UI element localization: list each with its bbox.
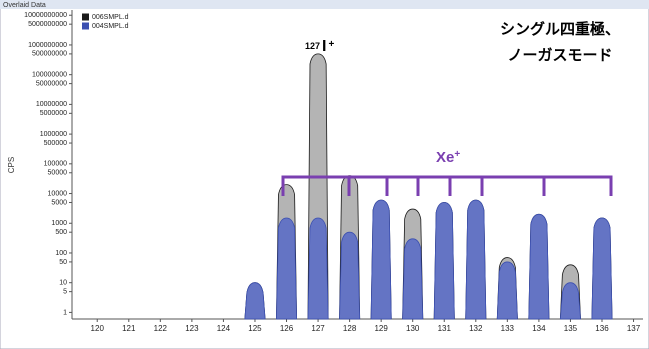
x-tick-label: 136 — [595, 324, 609, 333]
x-tick-label: 134 — [532, 324, 546, 333]
element: Xe — [436, 149, 454, 166]
annotation: シングル四重極、 — [500, 20, 620, 38]
y-tick-label: 5000000 — [40, 110, 67, 117]
x-tick-label: 127 — [311, 324, 325, 333]
peak — [370, 199, 392, 320]
peak — [433, 202, 455, 320]
y-tick-label: 10000000 — [36, 101, 67, 108]
y-tick-label: 50000000 — [36, 80, 67, 87]
legend-swatch — [82, 13, 89, 21]
element: I — [322, 38, 326, 55]
x-tick-label: 128 — [343, 324, 357, 333]
iodine-label: 127 I + — [305, 38, 334, 55]
x-tick-label: 120 — [91, 324, 105, 333]
y-tick-label: 50 — [59, 259, 67, 266]
x-tick-label: 135 — [564, 324, 578, 333]
y-tick-label: 1000000000 — [28, 42, 67, 49]
x-tick-label: 132 — [469, 324, 483, 333]
y-tick-label: 5000000000 — [28, 21, 67, 28]
y-tick-label: 10000 — [48, 190, 68, 197]
y-tick-label: 1 — [63, 309, 67, 316]
peak — [591, 217, 613, 320]
x-tick-label: 121 — [122, 324, 136, 333]
plot: 1 510 50 100 500 1000 5000 10000 50000 100000 5000… — [24, 10, 643, 333]
legend-swatch — [82, 22, 89, 30]
peak — [307, 217, 329, 320]
x-tick-label: 137 — [627, 324, 641, 333]
y-tick-label: 10 — [59, 280, 67, 287]
x-tick-label: 129 — [374, 324, 388, 333]
xenon-label: Xe+ — [436, 149, 460, 166]
legend-label: 004SMPL.d — [92, 23, 129, 30]
window-title: Overlaid Data — [3, 2, 46, 9]
peak — [559, 282, 581, 320]
y-tick-label: 500000 — [44, 140, 67, 147]
y-tick-label: 100 — [55, 250, 67, 257]
x-tick-label: 131 — [438, 324, 452, 333]
y-axis-title: CPS — [7, 157, 16, 173]
y-tick-label: 1000000 — [40, 131, 67, 138]
peak — [496, 261, 518, 320]
peak — [402, 238, 424, 320]
title-bar — [0, 0, 649, 9]
y-tick-label: 1000 — [51, 220, 67, 227]
annotation: ノーガスモード — [507, 47, 612, 64]
legend: 006SMPL.d 004SMPL.d — [82, 13, 129, 30]
charge: + — [328, 39, 334, 50]
y-tick-label: 10000000000 — [24, 12, 67, 19]
bracket — [281, 175, 613, 196]
charge: + — [454, 149, 460, 160]
legend-label: 006SMPL.d — [92, 14, 129, 21]
xenon-bracket — [281, 175, 613, 196]
x-tick-label: 125 — [248, 324, 262, 333]
x-tick-label: 122 — [154, 324, 168, 333]
x-tick-label: 123 — [185, 324, 199, 333]
x-tick-label: 126 — [280, 324, 294, 333]
mass: 127 — [305, 41, 320, 51]
x-tick-label: 130 — [406, 324, 420, 333]
y-tick-label: 100000000 — [32, 72, 67, 79]
peak — [276, 217, 298, 320]
peak — [465, 199, 487, 320]
peak — [339, 231, 361, 320]
y-tick-label: 5 — [63, 288, 67, 295]
y-tick-label: 500 — [55, 229, 67, 236]
x-tick-label: 124 — [217, 324, 231, 333]
y-tick-label: 500000000 — [32, 51, 67, 58]
y-tick-label: 5000 — [51, 199, 67, 206]
y-tick-label: 100000 — [44, 161, 67, 168]
peak — [244, 282, 266, 320]
peak — [528, 213, 550, 320]
x-tick-label: 133 — [501, 324, 515, 333]
y-tick-label: 50000 — [48, 170, 68, 177]
